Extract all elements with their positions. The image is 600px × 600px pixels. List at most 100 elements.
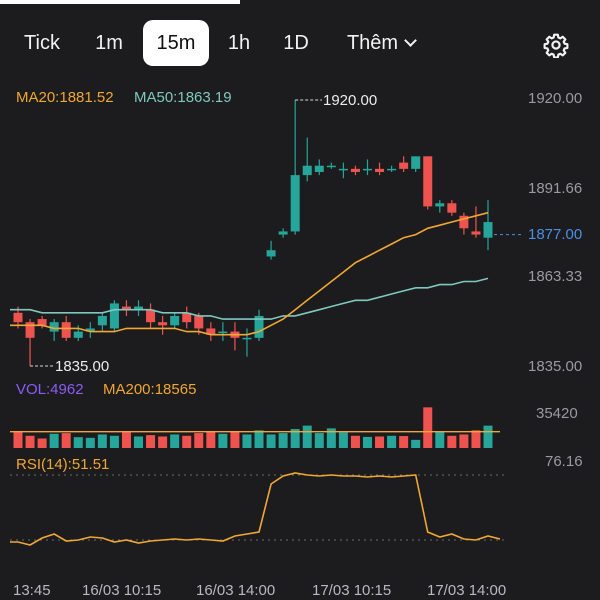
volume-bar (266, 434, 276, 448)
volume-bar (375, 436, 385, 448)
volume-bar (182, 435, 192, 448)
volume-bar (85, 437, 95, 448)
candle-body (254, 315, 264, 338)
ma50-line (10, 277, 489, 320)
candle-body (471, 231, 481, 235)
gear-icon[interactable] (543, 32, 569, 58)
candle-body (338, 168, 348, 171)
tab-15m[interactable]: 15m (143, 20, 209, 66)
tab-1h-label: 1h (227, 32, 251, 54)
volume-bar (242, 434, 252, 448)
volume-bar (121, 431, 131, 448)
tab-more-dropdown[interactable]: Thêm (336, 20, 426, 66)
candle-body (314, 165, 324, 172)
candle-body (375, 168, 385, 172)
volume-bar (73, 437, 83, 448)
ma20-line (10, 211, 489, 336)
candle-body (218, 331, 228, 334)
time-axis-label: 17/03 14:00 (427, 582, 507, 599)
candle-body (278, 231, 288, 235)
candle-body (290, 175, 300, 232)
candle-body (37, 319, 47, 326)
volume-bar (230, 431, 240, 448)
volume-bar (350, 435, 360, 448)
candle-body (158, 322, 168, 326)
candle-body (13, 312, 23, 323)
current-price-label: 1877.00 (528, 226, 583, 243)
candle-body (25, 322, 35, 338)
volume-bar (134, 436, 144, 448)
candle-body (350, 168, 360, 172)
price-axis-label: 1863.33 (528, 268, 583, 285)
candle-body (483, 222, 493, 238)
candle-body (302, 165, 312, 176)
rsi-line (10, 472, 501, 546)
candle-body (109, 303, 119, 329)
volume-bar (387, 435, 397, 448)
candle-body (170, 315, 180, 326)
volume-bar (362, 436, 372, 448)
volume-bar (146, 435, 156, 448)
volume-bar (278, 433, 288, 448)
time-axis-label: 16/03 14:00 (196, 582, 276, 599)
candle-body (121, 306, 131, 310)
time-axis-label: 17/03 10:15 (312, 582, 392, 599)
candle-body (423, 156, 433, 207)
candle-body (362, 168, 372, 171)
rsi-legend: RSI(14):51.51 (16, 456, 110, 473)
volume-ma-legend: MA200:18565 (103, 381, 197, 398)
high-marker-label: 1920.00 (323, 92, 378, 109)
volume-bar (109, 435, 119, 448)
volume-bar (37, 438, 47, 448)
volume-bar (314, 433, 324, 448)
candle-body (61, 322, 71, 338)
volume-bar (61, 433, 71, 448)
volume-axis-label: 35420 (536, 405, 578, 422)
volume-axis-label: 76.16 (545, 453, 583, 470)
volume-bar (49, 433, 59, 448)
ma50-legend: MA50:1863.19 (134, 89, 232, 106)
volume-bar (411, 439, 421, 448)
candle-body (387, 168, 397, 171)
volume-bar (218, 433, 228, 448)
volume-bar (338, 432, 348, 448)
candle-body (206, 328, 216, 335)
candle-body (182, 312, 192, 323)
volume-bar (206, 431, 216, 448)
candle-body (411, 156, 421, 169)
volume-bar (459, 434, 469, 448)
volume-bar (290, 429, 300, 448)
volume-bar (423, 407, 433, 448)
volume-bar (399, 436, 409, 448)
tab-1m[interactable]: 1m (84, 20, 134, 66)
candle-body (49, 322, 59, 332)
candle-body (435, 203, 445, 207)
tab-1d[interactable]: 1D (275, 20, 317, 66)
volume-bar (447, 435, 457, 448)
volume-bar (194, 433, 204, 448)
price-axis-label: 1891.66 (528, 180, 583, 197)
candle-body (459, 215, 469, 229)
candle-body (326, 165, 336, 168)
volume-bar (25, 435, 35, 448)
volume-bar (302, 425, 312, 448)
loading-progress-bar (0, 0, 600, 10)
time-axis-label: 16/03 10:15 (82, 582, 162, 599)
tab-15m-label: 15m (156, 32, 196, 54)
tab-1m-label: 1m (95, 32, 123, 54)
candlestick-series (13, 100, 493, 366)
candle-body (399, 162, 409, 169)
tab-1h[interactable]: 1h (218, 20, 260, 66)
volume-bar (326, 428, 336, 448)
candle-body (73, 331, 83, 338)
volume-bars (13, 407, 493, 448)
tab-tick[interactable]: Tick (14, 20, 70, 66)
volume-bar (483, 425, 493, 448)
volume-bar (435, 431, 445, 448)
candle-body (266, 250, 276, 257)
volume-bar (471, 430, 481, 448)
candle-body (97, 315, 107, 326)
price-axis-label: 1920.00 (528, 90, 583, 107)
timeframe-tabs: Tick 1m 15m 1h 1D Thêm (0, 20, 600, 70)
